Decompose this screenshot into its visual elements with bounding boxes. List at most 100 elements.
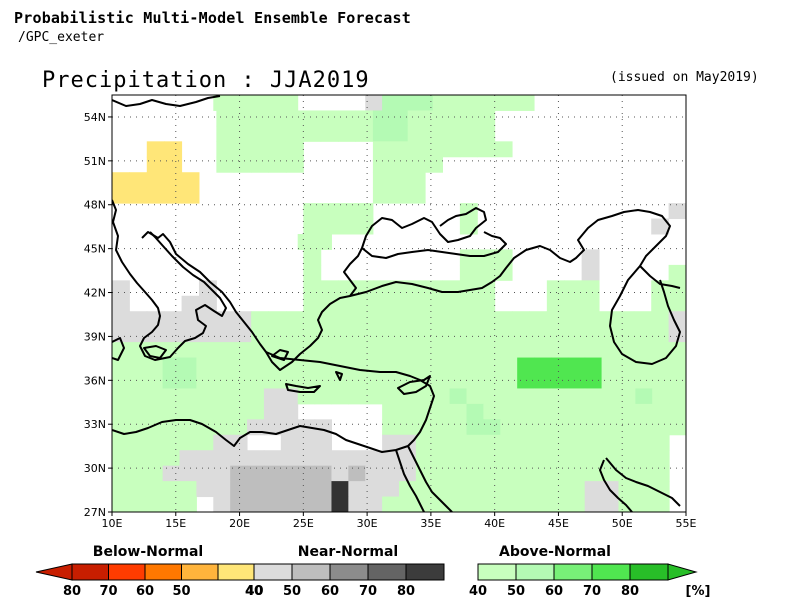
grid-cell (550, 342, 569, 359)
grid-cell (372, 187, 391, 204)
below-swatch (144, 563, 182, 581)
grid-cell (230, 465, 248, 482)
grid-cell (477, 110, 496, 127)
grid-cell (669, 388, 686, 405)
grid-cell (442, 280, 461, 297)
grid-cell (355, 110, 374, 127)
grid-cell (399, 403, 417, 420)
grid-cell (550, 481, 569, 498)
grid-cell (618, 342, 636, 359)
grid-cell (263, 357, 282, 374)
grid-cell (652, 419, 670, 436)
grid-cell (268, 125, 287, 142)
map-frame (111, 94, 687, 513)
grid-cell (112, 172, 130, 189)
grid-cell (601, 342, 619, 359)
grid-cell (442, 125, 461, 142)
grid-cell (415, 388, 434, 405)
grid-cell (534, 481, 552, 498)
grid-cell (517, 496, 535, 512)
grid-cell (449, 403, 468, 420)
grid-cell (517, 342, 535, 359)
lat-label: 30N (84, 462, 106, 475)
grid-cell (581, 295, 600, 312)
grid-cell (179, 481, 197, 498)
grid-cell (459, 125, 478, 142)
grid-cell (407, 326, 426, 343)
grid-cell (365, 95, 383, 111)
grid-cell (550, 419, 569, 436)
grid-cell (303, 280, 322, 297)
lon-label: 45E (548, 517, 569, 530)
grid-cell (320, 125, 339, 142)
grid-cell (390, 141, 409, 158)
grid-cell (303, 311, 322, 328)
grid-cell (382, 450, 400, 467)
grid-cell (601, 403, 619, 420)
grid-cell (128, 496, 147, 512)
near-tick-label: 50 (283, 584, 301, 599)
below-swatch (71, 563, 109, 581)
grid-cell (230, 419, 248, 436)
grid-cell (407, 110, 426, 127)
grid-cell (599, 311, 617, 328)
grid-cell (297, 465, 316, 482)
grid-cell (112, 280, 130, 297)
grid-cell (263, 419, 282, 436)
grid-cell (280, 403, 299, 420)
grid-cell (338, 280, 357, 297)
grid-cell (407, 141, 426, 158)
grid-cell (145, 357, 164, 374)
above-arrow (667, 563, 698, 581)
grid-cell (567, 419, 586, 436)
grid-cell (407, 311, 426, 328)
grid-cell (517, 450, 535, 467)
grid-cell (442, 311, 461, 328)
grid-cell (338, 125, 357, 142)
coastline-red-sea (407, 445, 453, 512)
grid-cell (145, 481, 164, 498)
grid-cell (517, 481, 535, 498)
grid-cell (230, 373, 248, 389)
grid-cell (213, 434, 231, 451)
grid-cell (280, 388, 299, 405)
grid-cell (338, 311, 357, 328)
grid-cell (581, 280, 600, 297)
grid-cell (584, 419, 603, 436)
grid-cell (459, 218, 478, 235)
grid-cell (145, 465, 164, 482)
grid-cell (112, 373, 130, 389)
grid-cell (263, 95, 282, 111)
grid-cell (213, 450, 231, 467)
above-swatch (553, 563, 593, 581)
near-swatch (329, 563, 369, 581)
grid-cell (355, 311, 374, 328)
grid-cell (459, 280, 478, 297)
grid-cell (382, 357, 400, 374)
grid-cell (477, 125, 496, 142)
grid-cell (466, 388, 484, 405)
grid-cell (534, 373, 552, 389)
grid-cell (466, 465, 484, 482)
grid-cell (320, 203, 339, 220)
grid-cell (483, 95, 501, 111)
unit-label: [%] (686, 584, 711, 599)
grid-cell (216, 156, 235, 173)
grid-cell (584, 403, 603, 420)
grid-cell (432, 434, 451, 451)
grid-cell (230, 342, 248, 359)
product-title: Probabilistic Multi-Model Ensemble Forec… (14, 9, 411, 27)
grid-cell (233, 125, 252, 142)
grid-cell (268, 326, 287, 343)
lat-label: 39N (84, 330, 106, 343)
grid-cell (477, 249, 496, 266)
grid-cell (164, 187, 183, 204)
grid-cell (285, 141, 304, 158)
grid-cell (635, 465, 653, 482)
grid-cell (331, 450, 349, 467)
grid-cell (179, 496, 197, 512)
grid-cell (179, 403, 197, 420)
grid-cell (477, 311, 496, 328)
grid-cell (601, 373, 619, 389)
grid-cell (432, 419, 451, 436)
